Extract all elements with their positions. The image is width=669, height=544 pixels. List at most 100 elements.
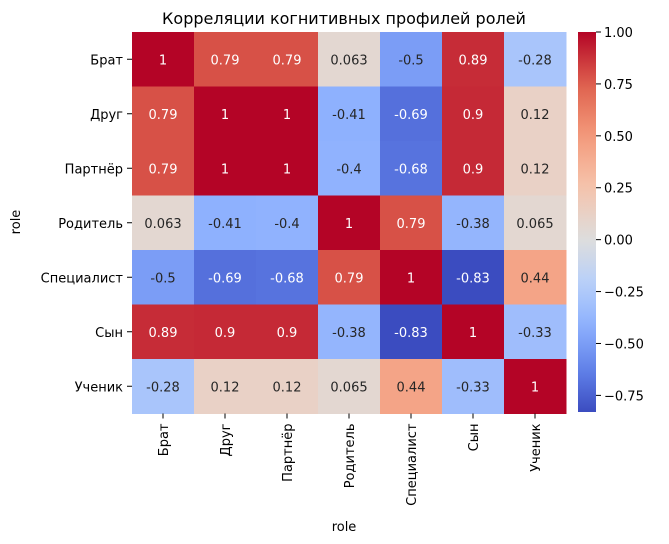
cell-annotation: -0.68 xyxy=(270,271,304,286)
heatmap-cell xyxy=(504,86,567,142)
heatmap-cell xyxy=(194,32,257,87)
cell-annotation: 1 xyxy=(345,217,353,232)
cell-annotation: -0.69 xyxy=(208,271,242,286)
colorbar-tick-label: 1.00 xyxy=(604,26,633,41)
heatmap-cell xyxy=(256,141,319,196)
cell-annotation: 0.063 xyxy=(144,217,181,232)
row-label: Брат xyxy=(90,53,123,68)
cell-annotation: 1 xyxy=(221,162,229,177)
heatmap-cells: 1 0.79 0.79 0.063 -0.5 0.89 -0.28 0.79 1 1 -0.41 -0… xyxy=(132,32,567,414)
x-axis-label: role xyxy=(332,520,357,535)
colorbar-tick-label: 0.75 xyxy=(604,78,633,93)
cell-annotation: 0.9 xyxy=(277,326,298,341)
cell-annotation: -0.38 xyxy=(332,326,366,341)
heatmap-cell xyxy=(132,359,195,414)
heatmap-cell xyxy=(380,250,443,305)
chart-title: Корреляции когнитивных профилей ролей xyxy=(162,9,526,28)
cell-annotation: 1 xyxy=(469,326,477,341)
cell-annotation: -0.68 xyxy=(394,162,428,177)
colorbar-tick-label: −0.25 xyxy=(604,286,644,301)
heatmap-cell xyxy=(442,304,505,360)
heatmap-cell xyxy=(318,141,381,196)
heatmap-cell xyxy=(132,141,195,196)
cell-annotation: 0.79 xyxy=(335,271,364,286)
heatmap-cell xyxy=(256,359,319,414)
cell-annotation: -0.83 xyxy=(456,271,490,286)
cell-annotation: -0.5 xyxy=(150,271,175,286)
colorbar-ticks: 1.00 0.75 0.50 0.25 0.00 −0.25 −0.50 −0.75 xyxy=(596,26,644,404)
cell-annotation: 1 xyxy=(221,108,229,123)
colorbar xyxy=(578,32,596,412)
heatmap-cell xyxy=(380,359,443,414)
heatmap-cell xyxy=(256,304,319,360)
cell-annotation: -0.41 xyxy=(208,217,242,232)
cell-annotation: 0.063 xyxy=(330,53,367,68)
cell-annotation: -0.41 xyxy=(332,108,366,123)
heatmap-cell xyxy=(194,304,257,360)
cell-annotation: -0.28 xyxy=(518,53,552,68)
heatmap-cell xyxy=(194,141,257,196)
heatmap-cell xyxy=(318,32,381,87)
heatmap-cell xyxy=(442,195,505,251)
cell-annotation: 0.79 xyxy=(397,217,426,232)
cell-annotation: 0.9 xyxy=(463,108,484,123)
heatmap-cell xyxy=(442,32,505,87)
column-label: Специалист xyxy=(405,423,420,506)
heatmap-cell xyxy=(256,86,319,142)
heatmap-cell xyxy=(318,195,381,251)
column-label: Сын xyxy=(467,424,482,452)
heatmap-cell xyxy=(380,141,443,196)
cell-annotation: 0.9 xyxy=(215,326,236,341)
heatmap-cell xyxy=(132,250,195,305)
cell-annotation: -0.28 xyxy=(146,380,180,395)
colorbar-tick-label: 0.50 xyxy=(604,130,633,145)
colorbar-tick-label: −0.50 xyxy=(604,337,644,352)
cell-annotation: 0.065 xyxy=(330,380,367,395)
heatmap-cell xyxy=(380,195,443,251)
row-label: Родитель xyxy=(58,217,123,232)
column-label: Ученик xyxy=(529,423,544,472)
cell-annotation: 0.065 xyxy=(516,217,553,232)
cell-annotation: 0.79 xyxy=(211,53,240,68)
heatmap-cell xyxy=(194,359,257,414)
cell-annotation: 0.89 xyxy=(149,326,178,341)
cell-annotation: -0.33 xyxy=(518,326,552,341)
row-label: Друг xyxy=(90,108,123,123)
cell-annotation: 0.12 xyxy=(211,380,240,395)
colorbar-tick-label: −0.75 xyxy=(604,389,644,404)
heatmap-cell xyxy=(256,32,319,87)
heatmap-cell xyxy=(504,32,567,87)
heatmap-cell xyxy=(194,250,257,305)
row-tick-labels: Брат Друг Партнёр Родитель Специалист Сын Учен… xyxy=(41,53,132,395)
cell-annotation: 0.12 xyxy=(273,380,302,395)
heatmap-cell xyxy=(380,304,443,360)
cell-annotation: 1 xyxy=(283,108,291,123)
cell-annotation: 1 xyxy=(283,162,291,177)
heatmap-cell xyxy=(132,304,195,360)
cell-annotation: -0.33 xyxy=(456,380,490,395)
cell-annotation: 0.12 xyxy=(521,162,550,177)
heatmap-cell xyxy=(504,250,567,305)
cell-annotation: -0.83 xyxy=(394,326,428,341)
cell-annotation: 0.79 xyxy=(149,108,178,123)
heatmap-cell xyxy=(504,141,567,196)
heatmap-cell xyxy=(442,86,505,142)
heatmap-cell xyxy=(504,304,567,360)
cell-annotation: -0.5 xyxy=(398,53,423,68)
column-label: Партнёр xyxy=(281,424,296,482)
cell-annotation: 0.79 xyxy=(273,53,302,68)
cell-annotation: 0.44 xyxy=(397,380,426,395)
cell-annotation: 0.79 xyxy=(149,162,178,177)
cell-annotation: -0.69 xyxy=(394,108,428,123)
heatmap-cell xyxy=(132,195,195,251)
cell-annotation: 1 xyxy=(531,380,539,395)
heatmap-cell xyxy=(318,86,381,142)
heatmap-cell xyxy=(442,141,505,196)
cell-annotation: 0.9 xyxy=(463,162,484,177)
cell-annotation: 0.12 xyxy=(521,108,550,123)
heatmap-cell xyxy=(380,86,443,142)
heatmap-cell xyxy=(132,86,195,142)
row-label: Партнёр xyxy=(65,162,123,177)
cell-annotation: 0.44 xyxy=(521,271,550,286)
